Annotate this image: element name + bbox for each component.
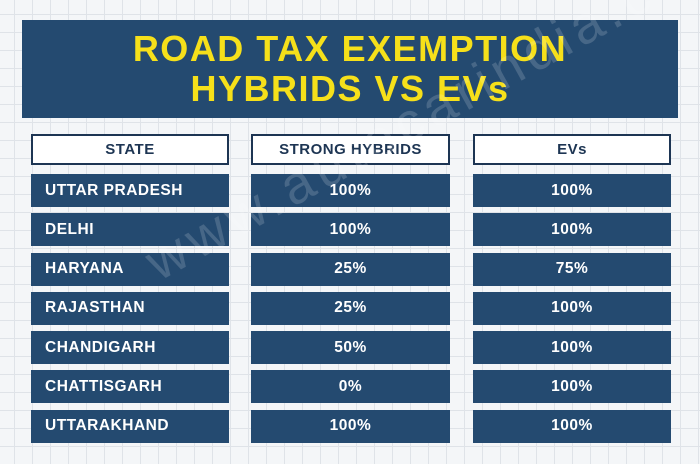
evs-cell: 100% <box>473 370 671 404</box>
hybrids-cell: 25% <box>251 291 450 325</box>
state-cell: UTTAR PRADESH <box>31 174 229 207</box>
state-header: STATE <box>31 134 229 165</box>
hybrids-cell: 25% <box>251 252 450 286</box>
hybrids-cell: 0% <box>251 370 450 404</box>
state-cell: DELHI <box>31 213 229 247</box>
evs-cell: 100% <box>473 331 671 365</box>
evs-cell: 100% <box>473 409 671 443</box>
hybrids-cell: 50% <box>251 331 450 365</box>
title-line-2: HYBRIDS VS EVs <box>190 68 510 109</box>
state-cell: CHANDIGARH <box>31 331 229 365</box>
evs-cell: 100% <box>473 291 671 325</box>
evs-header: EVs <box>473 134 671 165</box>
state-column: STATE UTTAR PRADESH DELHI HARYANA RAJAST… <box>31 134 229 449</box>
state-cell: UTTARAKHAND <box>31 409 229 443</box>
evs-cell: 75% <box>473 252 671 286</box>
hybrids-column: STRONG HYBRIDS 100% 100% 25% 25% 50% 0% … <box>251 134 450 449</box>
state-cell: CHATTISGARH <box>31 370 229 404</box>
hybrids-cell: 100% <box>251 213 450 247</box>
title-banner: ROAD TAX EXEMPTION HYBRIDS VS EVs <box>22 20 678 118</box>
state-cell: HARYANA <box>31 252 229 286</box>
evs-column: EVs 100% 100% 75% 100% 100% 100% 100% <box>473 134 671 449</box>
title-line-1: ROAD TAX EXEMPTION <box>132 28 568 69</box>
evs-cell: 100% <box>473 174 671 207</box>
state-cell: RAJASTHAN <box>31 291 229 325</box>
hybrids-header: STRONG HYBRIDS <box>251 134 450 165</box>
hybrids-cell: 100% <box>251 174 450 207</box>
hybrids-cell: 100% <box>251 409 450 443</box>
evs-cell: 100% <box>473 213 671 247</box>
